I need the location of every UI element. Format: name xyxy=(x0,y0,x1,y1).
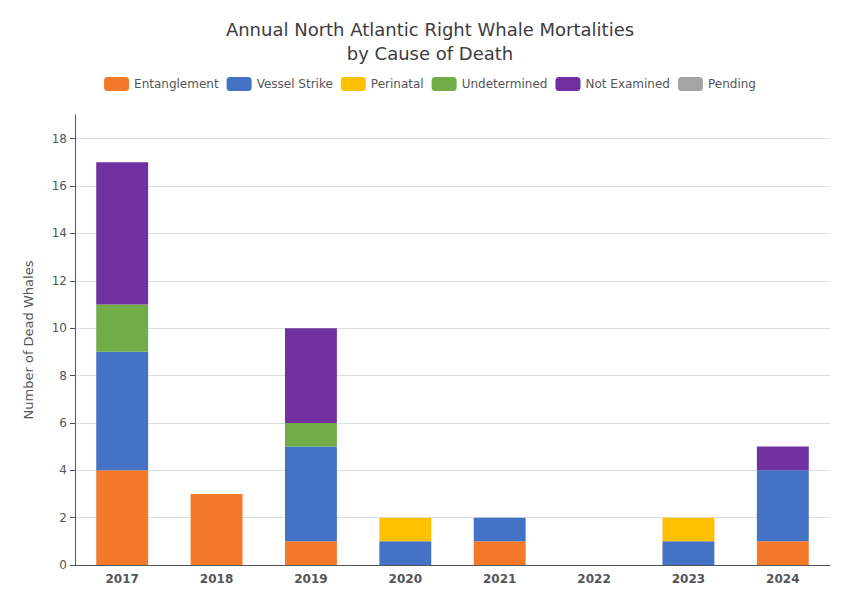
svg-text:8: 8 xyxy=(59,369,67,383)
svg-text:4: 4 xyxy=(59,463,67,477)
svg-text:2019: 2019 xyxy=(294,572,327,586)
svg-text:2020: 2020 xyxy=(389,572,422,586)
svg-text:Pending: Pending xyxy=(708,77,756,91)
svg-text:2018: 2018 xyxy=(200,572,233,586)
svg-text:2023: 2023 xyxy=(672,572,705,586)
svg-text:Number of Dead Whales: Number of Dead Whales xyxy=(21,260,36,419)
svg-text:Undetermined: Undetermined xyxy=(462,77,548,91)
svg-text:0: 0 xyxy=(59,558,67,572)
svg-text:2017: 2017 xyxy=(105,572,138,586)
svg-text:14: 14 xyxy=(52,226,67,240)
svg-text:12: 12 xyxy=(52,274,67,288)
svg-text:Perinatal: Perinatal xyxy=(371,77,424,91)
svg-text:2: 2 xyxy=(59,511,67,525)
svg-text:2024: 2024 xyxy=(766,572,799,586)
svg-text:Not Examined: Not Examined xyxy=(585,77,670,91)
svg-text:2021: 2021 xyxy=(483,572,516,586)
svg-text:6: 6 xyxy=(59,416,67,430)
svg-text:10: 10 xyxy=(52,321,67,335)
svg-text:Vessel Strike: Vessel Strike xyxy=(257,77,333,91)
svg-text:Annual North Atlantic Right Wh: Annual North Atlantic Right Whale Mortal… xyxy=(226,19,634,40)
svg-text:by Cause of Death: by Cause of Death xyxy=(347,43,513,64)
svg-text:2022: 2022 xyxy=(577,572,610,586)
svg-text:Entanglement: Entanglement xyxy=(134,77,219,91)
svg-text:18: 18 xyxy=(52,132,67,146)
svg-text:16: 16 xyxy=(52,179,67,193)
